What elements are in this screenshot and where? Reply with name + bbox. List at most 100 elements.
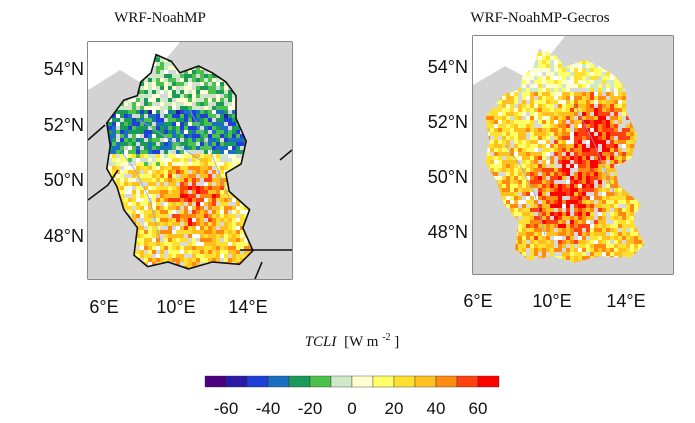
tcli-cell: [156, 242, 160, 246]
tcli-cell: [204, 110, 208, 114]
tcli-cell: [602, 108, 606, 112]
tcli-cell: [534, 100, 538, 104]
tcli-cell: [610, 216, 614, 220]
tcli-cell: [136, 138, 140, 142]
tcli-cell: [108, 130, 112, 134]
tcli-cell: [574, 200, 578, 204]
tcli-cell: [216, 134, 220, 138]
tcli-cell: [566, 108, 570, 112]
tcli-cell: [152, 222, 156, 226]
tcli-cell: [538, 108, 542, 112]
tcli-cell: [228, 166, 232, 170]
tcli-cell: [538, 68, 542, 72]
tcli-cell: [196, 162, 200, 166]
tcli-cell: [618, 244, 622, 248]
tcli-cell: [574, 100, 578, 104]
tcli-cell: [630, 152, 634, 156]
tcli-cell: [618, 132, 622, 136]
tcli-cell: [164, 142, 168, 146]
tcli-cell: [228, 122, 232, 126]
tcli-cell: [502, 108, 506, 112]
tcli-cell: [546, 120, 550, 124]
tcli-cell: [502, 164, 506, 168]
tcli-cell: [212, 178, 216, 182]
tcli-cell: [208, 190, 212, 194]
tcli-cell: [586, 64, 590, 68]
tcli-cell: [590, 132, 594, 136]
tcli-cell: [622, 224, 626, 228]
tcli-cell: [244, 250, 248, 254]
tcli-cell: [236, 258, 240, 262]
tcli-cell: [164, 114, 168, 118]
tcli-cell: [120, 102, 124, 106]
tcli-cell: [574, 92, 578, 96]
tcli-cell: [562, 92, 566, 96]
tcli-cell: [598, 100, 602, 104]
tcli-cell: [534, 220, 538, 224]
tcli-cell: [546, 132, 550, 136]
tcli-cell: [128, 102, 132, 106]
tcli-cell: [506, 156, 510, 160]
tcli-cell: [582, 196, 586, 200]
lat-label-left-0: 54°N: [44, 59, 84, 79]
tcli-cell: [232, 242, 236, 246]
tcli-cell: [212, 170, 216, 174]
tcli-cell: [594, 64, 598, 68]
tcli-cell: [518, 172, 522, 176]
tcli-cell: [136, 254, 140, 258]
tcli-cell: [598, 84, 602, 88]
tcli-cell: [594, 188, 598, 192]
tcli-cell: [184, 166, 188, 170]
tcli-cell: [172, 118, 176, 122]
tcli-cell: [502, 196, 506, 200]
tcli-cell: [224, 158, 228, 162]
tcli-cell: [152, 262, 156, 266]
tcli-cell: [562, 80, 566, 84]
tcli-cell: [168, 146, 172, 150]
tcli-cell: [578, 156, 582, 160]
tcli-cell: [228, 202, 232, 206]
tcli-cell: [638, 236, 642, 240]
tcli-cell: [530, 188, 534, 192]
tcli-cell: [558, 68, 562, 72]
tcli-cell: [184, 238, 188, 242]
tcli-cell: [586, 80, 590, 84]
tcli-cell: [622, 188, 626, 192]
tcli-cell: [212, 110, 216, 114]
tcli-cell: [236, 242, 240, 246]
tcli-cell: [498, 180, 502, 184]
tcli-cell: [586, 148, 590, 152]
tcli-cell: [168, 206, 172, 210]
tcli-cell: [514, 172, 518, 176]
tcli-cell: [148, 234, 152, 238]
tcli-cell: [602, 188, 606, 192]
tcli-cell: [570, 108, 574, 112]
tcli-cell: [534, 144, 538, 148]
tcli-cell: [148, 154, 152, 158]
tcli-cell: [546, 204, 550, 208]
tcli-cell: [534, 192, 538, 196]
tcli-cell: [598, 192, 602, 196]
tcli-cell: [542, 172, 546, 176]
tcli-cell: [196, 254, 200, 258]
tcli-cell: [506, 160, 510, 164]
tcli-cell: [538, 104, 542, 108]
tcli-cell: [244, 206, 248, 210]
tcli-cell: [184, 150, 188, 154]
tcli-cell: [514, 108, 518, 112]
tcli-cell: [148, 98, 152, 102]
tcli-cell: [212, 78, 216, 82]
tcli-cell: [176, 94, 180, 98]
tcli-cell: [586, 152, 590, 156]
tcli-cell: [590, 164, 594, 168]
tcli-cell: [598, 140, 602, 144]
tcli-cell: [582, 88, 586, 92]
tcli-cell: [618, 148, 622, 152]
tcli-cell: [550, 196, 554, 200]
tcli-cell: [578, 108, 582, 112]
tcli-cell: [192, 174, 196, 178]
tcli-cell: [176, 134, 180, 138]
tcli-cell: [200, 106, 204, 110]
tcli-cell: [582, 108, 586, 112]
tcli-cell: [582, 240, 586, 244]
